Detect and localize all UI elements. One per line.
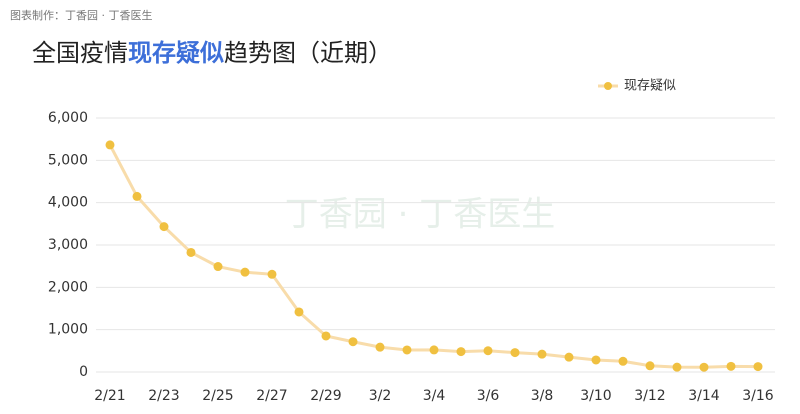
source: 图表制作：丁香园 · 丁香医生	[10, 8, 153, 22]
data-point	[375, 342, 385, 352]
y-tick-label: 2,000	[48, 279, 88, 295]
watermark: 丁香园 · 丁香医生	[285, 195, 555, 235]
x-tick-label: 3/6	[477, 388, 500, 404]
x-tick-label: 2/23	[148, 388, 179, 404]
x-tick-label: 3/8	[531, 388, 554, 404]
data-point	[726, 361, 736, 371]
data-point	[213, 262, 223, 272]
legend-marker	[604, 82, 612, 90]
title-highlight: 现存疑似	[128, 39, 224, 67]
data-point	[753, 362, 763, 372]
x-tick-label: 2/21	[94, 388, 125, 404]
y-tick-label: 5,000	[48, 152, 88, 168]
x-tick-label: 2/25	[202, 388, 233, 404]
data-point	[645, 361, 655, 371]
title-part: 趋势图（近期）	[224, 39, 392, 67]
data-point	[456, 347, 466, 357]
y-tick-label: 4,000	[48, 195, 88, 211]
data-point	[240, 267, 250, 277]
x-tick-label: 3/2	[369, 388, 392, 404]
y-tick-label: 0	[79, 364, 88, 380]
data-point	[294, 307, 304, 317]
x-tick-label: 2/27	[256, 388, 287, 404]
data-point	[699, 362, 709, 372]
x-tick-label: 3/12	[634, 388, 665, 404]
data-point	[483, 346, 493, 356]
title-part: 全国疫情	[32, 39, 128, 67]
data-point	[618, 356, 628, 366]
data-point	[321, 331, 331, 341]
data-point	[267, 269, 277, 279]
data-point	[186, 247, 196, 257]
chart-title: 全国疫情现存疑似趋势图（近期）	[32, 39, 392, 67]
data-point	[564, 352, 574, 362]
y-tick-label: 1,000	[48, 322, 88, 338]
x-tick-label: 3/10	[580, 388, 611, 404]
x-tick-label: 3/16	[742, 388, 774, 404]
legend-label: 现存疑似	[624, 78, 676, 94]
x-tick-label: 3/4	[423, 388, 446, 404]
series-line	[108, 144, 759, 369]
data-point	[132, 191, 142, 201]
data-point	[429, 345, 439, 355]
x-tick-label: 2/29	[310, 388, 341, 404]
data-point	[402, 345, 412, 355]
x-tick-label: 3/14	[688, 388, 720, 404]
data-point	[591, 355, 601, 365]
y-tick-label: 3,000	[48, 237, 88, 253]
data-point	[510, 348, 520, 358]
data-point	[672, 362, 682, 372]
data-point	[159, 222, 169, 232]
data-point	[105, 140, 115, 150]
data-point	[537, 349, 547, 359]
data-point	[348, 337, 358, 347]
y-tick-label: 6,000	[48, 110, 88, 126]
